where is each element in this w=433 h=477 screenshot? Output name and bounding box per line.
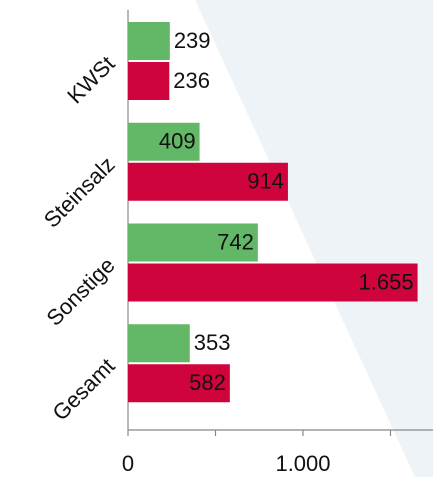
value-label: 914 xyxy=(247,169,284,194)
value-label: 582 xyxy=(189,370,226,395)
bar xyxy=(128,324,190,363)
bar xyxy=(128,62,170,100)
value-label: 353 xyxy=(194,330,231,355)
bar xyxy=(128,122,200,161)
value-label: 236 xyxy=(173,68,210,93)
value-label: 239 xyxy=(174,28,211,53)
bar xyxy=(128,223,258,262)
x-tick-label: 1.000 xyxy=(275,451,330,476)
category-label: Steinsalz xyxy=(39,152,120,233)
value-label: 742 xyxy=(217,229,254,254)
value-label: 409 xyxy=(159,129,196,154)
category-label: Gesamt xyxy=(47,353,119,425)
bar xyxy=(128,364,230,403)
bar xyxy=(128,162,288,201)
category-label: Sonstige xyxy=(41,252,119,330)
bar xyxy=(128,22,170,60)
x-tick-label: 0 xyxy=(122,451,134,476)
bar xyxy=(128,263,418,302)
value-label: 1.655 xyxy=(359,269,414,294)
category-label: KWSt xyxy=(62,51,119,108)
background-shape xyxy=(195,0,433,477)
